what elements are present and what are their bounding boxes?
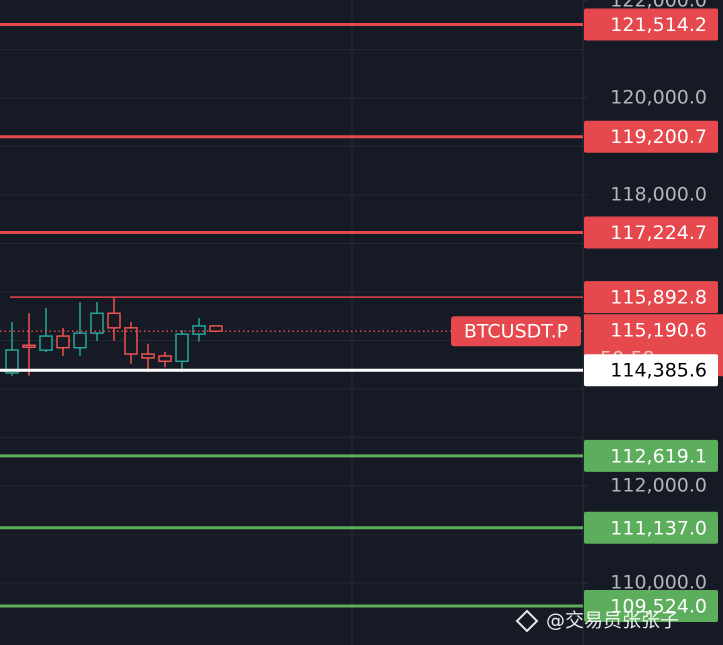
candle-body — [175, 333, 189, 363]
price-label-box — [584, 590, 718, 623]
candle-body — [73, 332, 87, 349]
y-tick-label: 120,000.0 — [610, 86, 707, 108]
y-tick-label: 110,000.0 — [610, 571, 707, 593]
y-tick-label: 118,000.0 — [610, 183, 707, 205]
price-label-box — [584, 511, 718, 544]
price-label-box — [584, 8, 718, 41]
candle-body — [158, 355, 172, 363]
candle-body — [209, 325, 223, 332]
watermark-logo — [515, 609, 539, 633]
price-label: 115,190.6 — [610, 320, 707, 342]
price-label: 109,524.0 — [610, 596, 707, 618]
price-label: 117,224.7 — [610, 222, 707, 244]
price-label: 121,514.2 — [610, 14, 707, 36]
symbol-label-box — [451, 316, 581, 347]
watermark: @交易员张张子 — [546, 610, 679, 632]
candle-body — [141, 353, 155, 359]
price-label: 111,137.0 — [610, 517, 707, 539]
price-label-box — [584, 281, 718, 314]
y-tick-label: 112,000.0 — [610, 474, 707, 496]
price-label-box — [584, 354, 718, 387]
symbol-label: BTCUSDT.P — [464, 321, 568, 343]
candle-body — [107, 312, 121, 329]
candle-body — [39, 335, 53, 351]
candle-body — [22, 344, 36, 348]
price-label-box — [584, 439, 718, 472]
candle-body — [5, 349, 19, 374]
candle-body — [56, 335, 70, 349]
candle-body — [192, 325, 206, 335]
price-label-box — [584, 216, 718, 249]
price-label: 119,200.7 — [610, 126, 707, 148]
candle-body — [90, 312, 104, 334]
price-label: 115,892.8 — [610, 287, 707, 309]
price-label-box — [584, 120, 718, 153]
price-label: 112,619.1 — [610, 445, 707, 467]
candle-body — [124, 327, 138, 355]
y-tick-label: 122,000.0 — [610, 0, 707, 11]
price-label: 114,385.6 — [610, 360, 707, 382]
